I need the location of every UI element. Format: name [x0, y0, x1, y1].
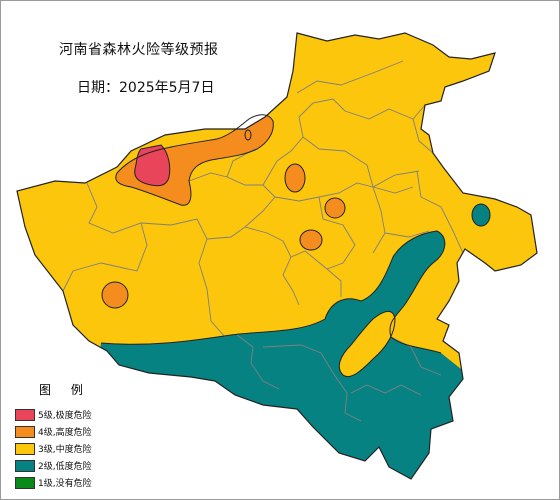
legend-label: 2级,低度危险 [38, 462, 92, 472]
legend-item-level4: 4级,高度危险 [15, 423, 135, 440]
level4-spot [300, 230, 322, 250]
legend-item-level2: 2级,低度危险 [15, 457, 135, 474]
level2-spot [472, 204, 490, 226]
legend-label: 5级,极度危险 [38, 411, 92, 421]
legend-swatch [15, 459, 35, 472]
legend-swatch [15, 425, 35, 438]
legend-title: 图 例 [39, 383, 91, 397]
legend-item-level1: 1级,没有危险 [15, 474, 135, 491]
map-title: 河南省森林火险等级预报 [59, 42, 219, 58]
level4-spot [285, 164, 305, 192]
prefecture-boundaries [62, 60, 464, 422]
province-outline [16, 32, 538, 480]
legend: 图 例 5级,极度危险 4级,高度危险 3级,中度危险 2级,低度危险 1级,没… [15, 381, 135, 491]
legend-swatch [15, 442, 35, 455]
legend-swatch [15, 408, 35, 421]
legend-swatch [15, 476, 35, 489]
level4-spot [102, 282, 128, 308]
map-header: 河南省森林火险等级预报 日期：2025年5月7日 [59, 39, 279, 97]
legend-item-level3: 3级,中度危险 [15, 440, 135, 457]
legend-label: 1级,没有危险 [38, 479, 92, 489]
map-date: 日期：2025年5月7日 [77, 80, 215, 96]
legend-label: 4级,高度危险 [38, 428, 92, 438]
legend-label: 3级,中度危险 [38, 445, 92, 455]
risk-contours [100, 114, 491, 377]
legend-item-level5: 5级,极度危险 [15, 406, 135, 423]
level3-tongue [339, 311, 395, 377]
level4-spot [325, 198, 345, 218]
